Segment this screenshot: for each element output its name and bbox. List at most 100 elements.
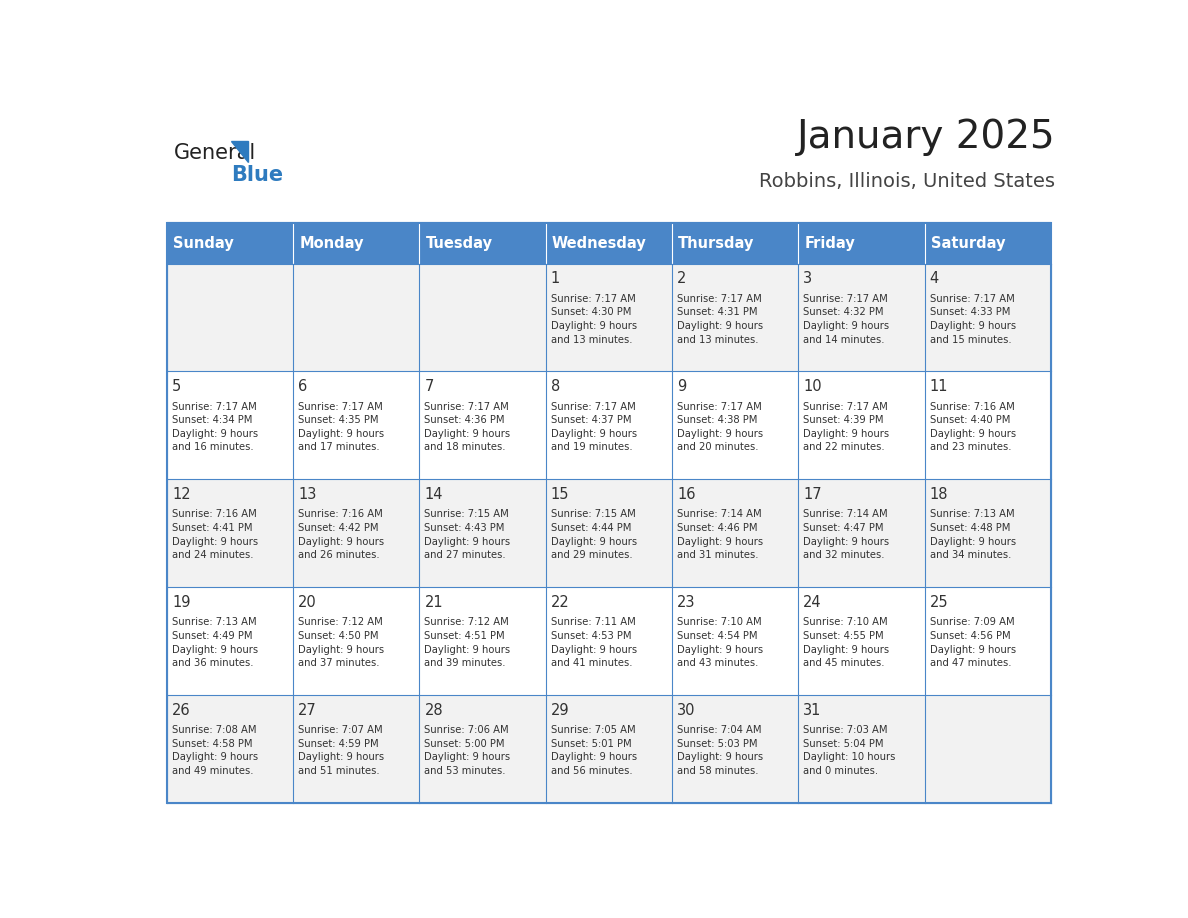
Text: Sunrise: 7:17 AM
Sunset: 4:38 PM
Daylight: 9 hours
and 20 minutes.: Sunrise: 7:17 AM Sunset: 4:38 PM Dayligh… [677,401,763,453]
Text: Sunrise: 7:12 AM
Sunset: 4:51 PM
Daylight: 9 hours
and 39 minutes.: Sunrise: 7:12 AM Sunset: 4:51 PM Dayligh… [424,617,511,668]
Text: Wednesday: Wednesday [552,236,646,251]
Text: Sunrise: 7:10 AM
Sunset: 4:54 PM
Daylight: 9 hours
and 43 minutes.: Sunrise: 7:10 AM Sunset: 4:54 PM Dayligh… [677,617,763,668]
Text: General: General [175,143,257,163]
Text: 23: 23 [677,595,695,610]
Text: Sunrise: 7:11 AM
Sunset: 4:53 PM
Daylight: 9 hours
and 41 minutes.: Sunrise: 7:11 AM Sunset: 4:53 PM Dayligh… [551,617,637,668]
Bar [798,263,924,372]
Bar [166,372,293,479]
Text: Sunrise: 7:14 AM
Sunset: 4:46 PM
Daylight: 9 hours
and 31 minutes.: Sunrise: 7:14 AM Sunset: 4:46 PM Dayligh… [677,509,763,560]
Text: January 2025: January 2025 [797,118,1055,156]
Text: Sunrise: 7:13 AM
Sunset: 4:48 PM
Daylight: 9 hours
and 34 minutes.: Sunrise: 7:13 AM Sunset: 4:48 PM Dayligh… [929,509,1016,560]
Bar [924,223,1051,263]
Text: Sunrise: 7:15 AM
Sunset: 4:44 PM
Daylight: 9 hours
and 29 minutes.: Sunrise: 7:15 AM Sunset: 4:44 PM Dayligh… [551,509,637,560]
Text: Sunrise: 7:05 AM
Sunset: 5:01 PM
Daylight: 9 hours
and 56 minutes.: Sunrise: 7:05 AM Sunset: 5:01 PM Dayligh… [551,725,637,776]
Bar [166,695,293,803]
Polygon shape [232,140,248,162]
Bar [419,223,545,263]
Text: 17: 17 [803,487,822,502]
Text: Friday: Friday [804,236,855,251]
Bar [166,588,293,695]
Text: 18: 18 [929,487,948,502]
Bar [672,695,798,803]
Text: 11: 11 [929,379,948,394]
Text: Sunrise: 7:17 AM
Sunset: 4:33 PM
Daylight: 9 hours
and 15 minutes.: Sunrise: 7:17 AM Sunset: 4:33 PM Dayligh… [929,294,1016,344]
Bar [293,479,419,588]
Bar [293,588,419,695]
Text: Blue: Blue [232,165,284,185]
Text: 19: 19 [172,595,190,610]
Text: 14: 14 [424,487,443,502]
Text: 5: 5 [172,379,182,394]
Text: Sunrise: 7:17 AM
Sunset: 4:35 PM
Daylight: 9 hours
and 17 minutes.: Sunrise: 7:17 AM Sunset: 4:35 PM Dayligh… [298,401,385,453]
Text: 7: 7 [424,379,434,394]
Text: 13: 13 [298,487,317,502]
Text: 28: 28 [424,702,443,718]
Text: Sunday: Sunday [173,236,234,251]
Bar [924,588,1051,695]
Bar [672,263,798,372]
Text: Sunrise: 7:10 AM
Sunset: 4:55 PM
Daylight: 9 hours
and 45 minutes.: Sunrise: 7:10 AM Sunset: 4:55 PM Dayligh… [803,617,890,668]
Bar [293,223,419,263]
Text: 30: 30 [677,702,695,718]
Bar [798,695,924,803]
Text: Monday: Monday [299,236,364,251]
Bar [798,588,924,695]
Text: 15: 15 [551,487,569,502]
Text: Sunrise: 7:17 AM
Sunset: 4:37 PM
Daylight: 9 hours
and 19 minutes.: Sunrise: 7:17 AM Sunset: 4:37 PM Dayligh… [551,401,637,453]
Text: 6: 6 [298,379,308,394]
Text: Sunrise: 7:13 AM
Sunset: 4:49 PM
Daylight: 9 hours
and 36 minutes.: Sunrise: 7:13 AM Sunset: 4:49 PM Dayligh… [172,617,258,668]
Text: 1: 1 [551,271,560,286]
Text: Sunrise: 7:12 AM
Sunset: 4:50 PM
Daylight: 9 hours
and 37 minutes.: Sunrise: 7:12 AM Sunset: 4:50 PM Dayligh… [298,617,385,668]
Bar [419,588,545,695]
Text: Sunrise: 7:17 AM
Sunset: 4:36 PM
Daylight: 9 hours
and 18 minutes.: Sunrise: 7:17 AM Sunset: 4:36 PM Dayligh… [424,401,511,453]
Bar [545,223,672,263]
Text: 24: 24 [803,595,822,610]
Text: 26: 26 [172,702,190,718]
Text: Sunrise: 7:09 AM
Sunset: 4:56 PM
Daylight: 9 hours
and 47 minutes.: Sunrise: 7:09 AM Sunset: 4:56 PM Dayligh… [929,617,1016,668]
Text: Sunrise: 7:17 AM
Sunset: 4:30 PM
Daylight: 9 hours
and 13 minutes.: Sunrise: 7:17 AM Sunset: 4:30 PM Dayligh… [551,294,637,344]
Bar [545,695,672,803]
Text: Sunrise: 7:04 AM
Sunset: 5:03 PM
Daylight: 9 hours
and 58 minutes.: Sunrise: 7:04 AM Sunset: 5:03 PM Dayligh… [677,725,763,776]
Bar [798,372,924,479]
Text: Sunrise: 7:16 AM
Sunset: 4:40 PM
Daylight: 9 hours
and 23 minutes.: Sunrise: 7:16 AM Sunset: 4:40 PM Dayligh… [929,401,1016,453]
Bar [545,479,672,588]
Text: Sunrise: 7:17 AM
Sunset: 4:31 PM
Daylight: 9 hours
and 13 minutes.: Sunrise: 7:17 AM Sunset: 4:31 PM Dayligh… [677,294,763,344]
Bar [419,263,545,372]
Text: 22: 22 [551,595,569,610]
Bar [545,372,672,479]
Text: Sunrise: 7:07 AM
Sunset: 4:59 PM
Daylight: 9 hours
and 51 minutes.: Sunrise: 7:07 AM Sunset: 4:59 PM Dayligh… [298,725,385,776]
Bar [924,263,1051,372]
Bar [419,372,545,479]
Text: 10: 10 [803,379,822,394]
Bar [293,695,419,803]
Text: Robbins, Illinois, United States: Robbins, Illinois, United States [759,173,1055,192]
Bar [924,695,1051,803]
Text: 16: 16 [677,487,695,502]
Bar [672,372,798,479]
Text: Sunrise: 7:16 AM
Sunset: 4:42 PM
Daylight: 9 hours
and 26 minutes.: Sunrise: 7:16 AM Sunset: 4:42 PM Dayligh… [298,509,385,560]
Text: Sunrise: 7:17 AM
Sunset: 4:34 PM
Daylight: 9 hours
and 16 minutes.: Sunrise: 7:17 AM Sunset: 4:34 PM Dayligh… [172,401,258,453]
Text: Sunrise: 7:08 AM
Sunset: 4:58 PM
Daylight: 9 hours
and 49 minutes.: Sunrise: 7:08 AM Sunset: 4:58 PM Dayligh… [172,725,258,776]
Bar [672,588,798,695]
Text: 8: 8 [551,379,560,394]
Text: 12: 12 [172,487,190,502]
Bar [293,263,419,372]
Bar [798,479,924,588]
Text: 31: 31 [803,702,822,718]
Bar [924,479,1051,588]
Text: 25: 25 [929,595,948,610]
Text: Sunrise: 7:15 AM
Sunset: 4:43 PM
Daylight: 9 hours
and 27 minutes.: Sunrise: 7:15 AM Sunset: 4:43 PM Dayligh… [424,509,511,560]
Text: Sunrise: 7:17 AM
Sunset: 4:39 PM
Daylight: 9 hours
and 22 minutes.: Sunrise: 7:17 AM Sunset: 4:39 PM Dayligh… [803,401,890,453]
Bar [166,263,293,372]
Text: 2: 2 [677,271,687,286]
Bar [545,263,672,372]
Text: 20: 20 [298,595,317,610]
Text: 29: 29 [551,702,569,718]
Bar [166,223,293,263]
Text: Tuesday: Tuesday [425,236,493,251]
Text: Thursday: Thursday [678,236,754,251]
Bar [419,695,545,803]
Text: Saturday: Saturday [931,236,1005,251]
Bar [166,479,293,588]
Bar [672,479,798,588]
